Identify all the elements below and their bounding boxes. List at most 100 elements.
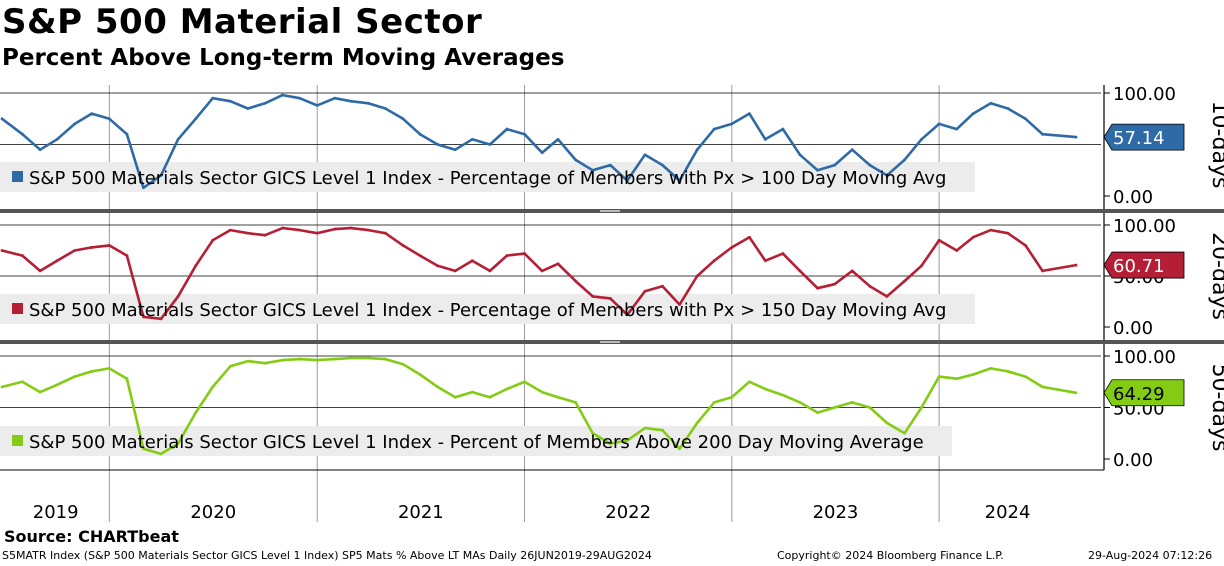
data-point [1006,107,1010,110]
data-point [488,143,492,146]
data-point [763,387,767,391]
series-line [1,93,1077,190]
data-point [281,226,284,230]
data-point [505,387,509,391]
data-point [625,179,629,182]
data-point [1041,385,1044,389]
data-point [228,364,232,368]
data-point [436,143,440,146]
data-point [505,254,509,257]
data-point [436,385,440,389]
data-point [816,286,819,290]
data-point [1006,370,1010,373]
data-point [1024,117,1027,121]
data-point [540,390,544,394]
data-point [591,431,595,435]
data-point [661,163,664,167]
panel-axis-title: 10-days [1207,101,1224,189]
panel-3: S&P 500 Materials Sector GICS Level 1 In… [0,347,1224,471]
data-point [798,269,802,273]
data-point [315,231,319,235]
y-tick-label: 0.00 [1113,187,1153,208]
source-note: Source: CHARTbeat [4,527,179,546]
data-point [211,385,215,389]
data-point [21,380,24,384]
data-point [55,259,59,263]
data-point [1041,269,1044,273]
x-tick-label-year: 2023 [813,502,859,523]
data-point [90,112,94,115]
data-point [1024,375,1027,378]
data-point [937,375,941,378]
data-point [107,366,111,370]
data-point [868,406,872,409]
data-point [159,452,163,456]
data-point [125,254,129,257]
legend-box [0,294,975,324]
data-point [781,127,785,131]
panel-separator-grip [600,341,620,343]
data-point [574,158,578,162]
data-point [850,148,854,152]
data-point [661,428,664,432]
data-point [643,153,647,157]
series-line [1,356,1077,456]
data-point [21,132,24,136]
data-point [107,244,111,247]
data-point [0,117,4,121]
data-point [625,439,629,442]
data-point [937,122,941,126]
data-point [176,295,180,298]
data-point [453,269,457,273]
data-point [540,269,544,273]
data-point [955,377,959,381]
data-point [505,127,509,131]
data-point [315,358,319,362]
data-point [263,101,267,105]
data-point [418,132,422,136]
data-point [868,284,872,288]
data-point [608,442,612,445]
data-point [955,249,959,252]
data-point [695,148,699,152]
data-point [574,279,578,283]
data-point [349,356,353,360]
data-point [470,390,474,394]
data-point [263,361,267,365]
data-point [1006,231,1010,235]
panel-1: S&P 500 Materials Sector GICS Level 1 In… [0,84,1224,213]
data-point [159,317,163,321]
data-point [730,395,734,399]
x-tick-label-year: 2022 [605,502,651,523]
footer-copyright: Copyright© 2024 Bloomberg Finance L.P. [777,549,1004,562]
data-point [470,259,474,263]
y-tick-label: 0.00 [1113,450,1153,471]
data-point [488,269,492,273]
data-point [418,254,422,257]
data-point [833,406,837,409]
last-value-label: 64.29 [1113,384,1165,405]
data-point [798,400,802,404]
footer-timestamp: 29-Aug-2024 07:12:26 [1088,549,1213,562]
data-point [903,279,906,283]
data-point [712,400,716,404]
data-point [695,274,699,278]
data-point [298,357,302,361]
data-point [315,103,319,107]
last-value-flag [1103,379,1185,407]
data-point [748,380,751,384]
data-point [194,117,198,121]
data-point [523,132,526,136]
data-point [55,137,59,141]
last-value-label: 60.71 [1113,256,1165,277]
y-tick-label: 100.00 [1113,84,1176,105]
data-point [366,356,370,360]
data-point [125,377,129,381]
data-point [38,269,42,273]
data-point [523,380,526,384]
data-point [349,99,353,103]
panel-separator-grip [600,210,620,212]
data-point [90,370,94,373]
data-point [833,163,837,167]
